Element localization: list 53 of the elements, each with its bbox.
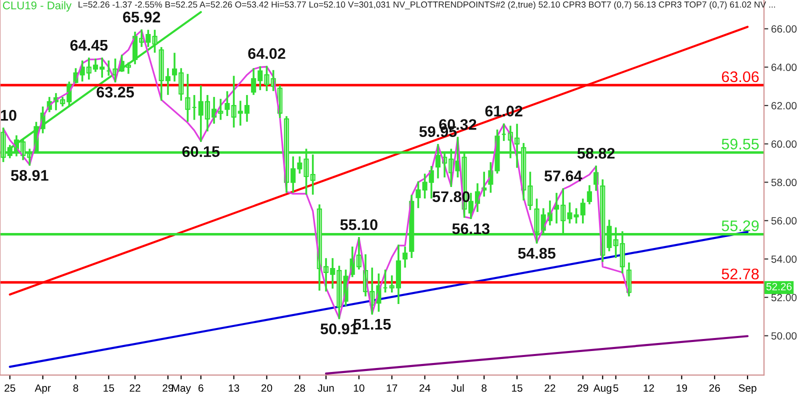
x-tick-label: 6 — [198, 384, 204, 392]
y-tick-label: 62.00 — [771, 102, 797, 110]
chart-subtitle: L=52.26 -1.37 -2.55% B=52.25 A=52.26 O=53.42 Hi=53.77 Lo=52.10 V=301,031 NV_PLOTTRENDPOINTS#2 (2,true) 52.10 CPR3 BOT7 (0,7) 56.13 CPR3 TOP7 (0,7) 61.02 NV ... — [78, 1, 776, 10]
annotation: 57.64 — [544, 170, 582, 182]
x-tick-label: 19 — [676, 384, 687, 392]
x-tick-label: Apr — [34, 384, 51, 394]
ref-line-label: 59.55 — [722, 138, 759, 150]
x-tick-label: Jul — [451, 384, 464, 392]
x-tick-label: 28 — [294, 384, 306, 392]
x-tick-label: Jun — [318, 384, 334, 392]
x-tick-label: 15 — [512, 384, 522, 392]
x-tick-label: 29 — [578, 384, 588, 392]
x-tick-label: 26 — [709, 384, 720, 392]
x-tick-label: 25 — [4, 384, 16, 392]
y-tick-label: 56.00 — [771, 217, 797, 225]
y-tick-label: 64.00 — [771, 64, 797, 72]
y-tick-label: 66.00 — [771, 25, 797, 33]
x-tick-label: 8 — [482, 384, 487, 392]
x-tick-label: 22 — [544, 384, 556, 392]
x-tick-label: Aug — [593, 384, 612, 394]
annotation: 56.13 — [452, 223, 490, 234]
y-tick-label: 52.00 — [771, 294, 797, 302]
annotation: 64.45 — [70, 40, 108, 51]
x-tick-label: 13 — [228, 384, 240, 392]
ref-line-label: 63.06 — [722, 71, 759, 82]
annotation: 10 — [0, 110, 16, 121]
line-series — [2, 29, 630, 320]
text: 52.26 — [766, 282, 792, 290]
ref-line-label: 52.78 — [722, 268, 759, 280]
chart-title: CLU19 - Daily — [2, 1, 72, 12]
x-tick-label: 8 — [73, 384, 78, 392]
ref-line-label: 55.29 — [722, 220, 759, 232]
x-tick-label: 12 — [644, 384, 654, 392]
y-tick-label: 50.00 — [771, 332, 797, 340]
x-tick-label: 24 — [420, 384, 430, 392]
y-tick-label: 60.00 — [771, 140, 797, 148]
annotation: 65.92 — [123, 12, 160, 22]
annotation: 63.25 — [96, 86, 134, 98]
annotation: 64.02 — [248, 48, 286, 59]
annotation: 58.91 — [10, 170, 48, 181]
y-tick-label: 54.00 — [771, 256, 797, 263]
annotation: 54.85 — [518, 248, 556, 259]
x-tick-label: 10 — [354, 384, 364, 392]
x-tick-label: 17 — [386, 384, 398, 392]
x-tick-label: May — [172, 384, 191, 394]
annotation: 58.82 — [577, 148, 615, 159]
x-tick-label: 22 — [130, 384, 140, 392]
x-tick-label: 20 — [261, 384, 272, 392]
x-tick-label: 15 — [104, 384, 114, 392]
x-tick-label: Sep — [738, 384, 756, 394]
x-tick-label: 5 — [613, 384, 618, 392]
annotation: 55.10 — [340, 219, 378, 230]
y-tick-label: 58.00 — [771, 178, 797, 186]
